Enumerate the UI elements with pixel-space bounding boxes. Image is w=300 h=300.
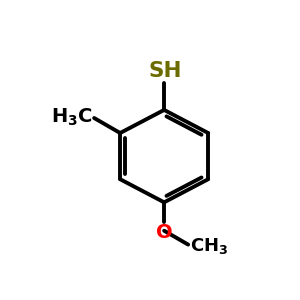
Text: SH: SH [148,61,182,81]
Text: O: O [156,223,172,242]
Text: $\mathbf{CH_3}$: $\mathbf{CH_3}$ [190,236,229,256]
Text: $\mathbf{H_3C}$: $\mathbf{H_3C}$ [51,106,93,127]
